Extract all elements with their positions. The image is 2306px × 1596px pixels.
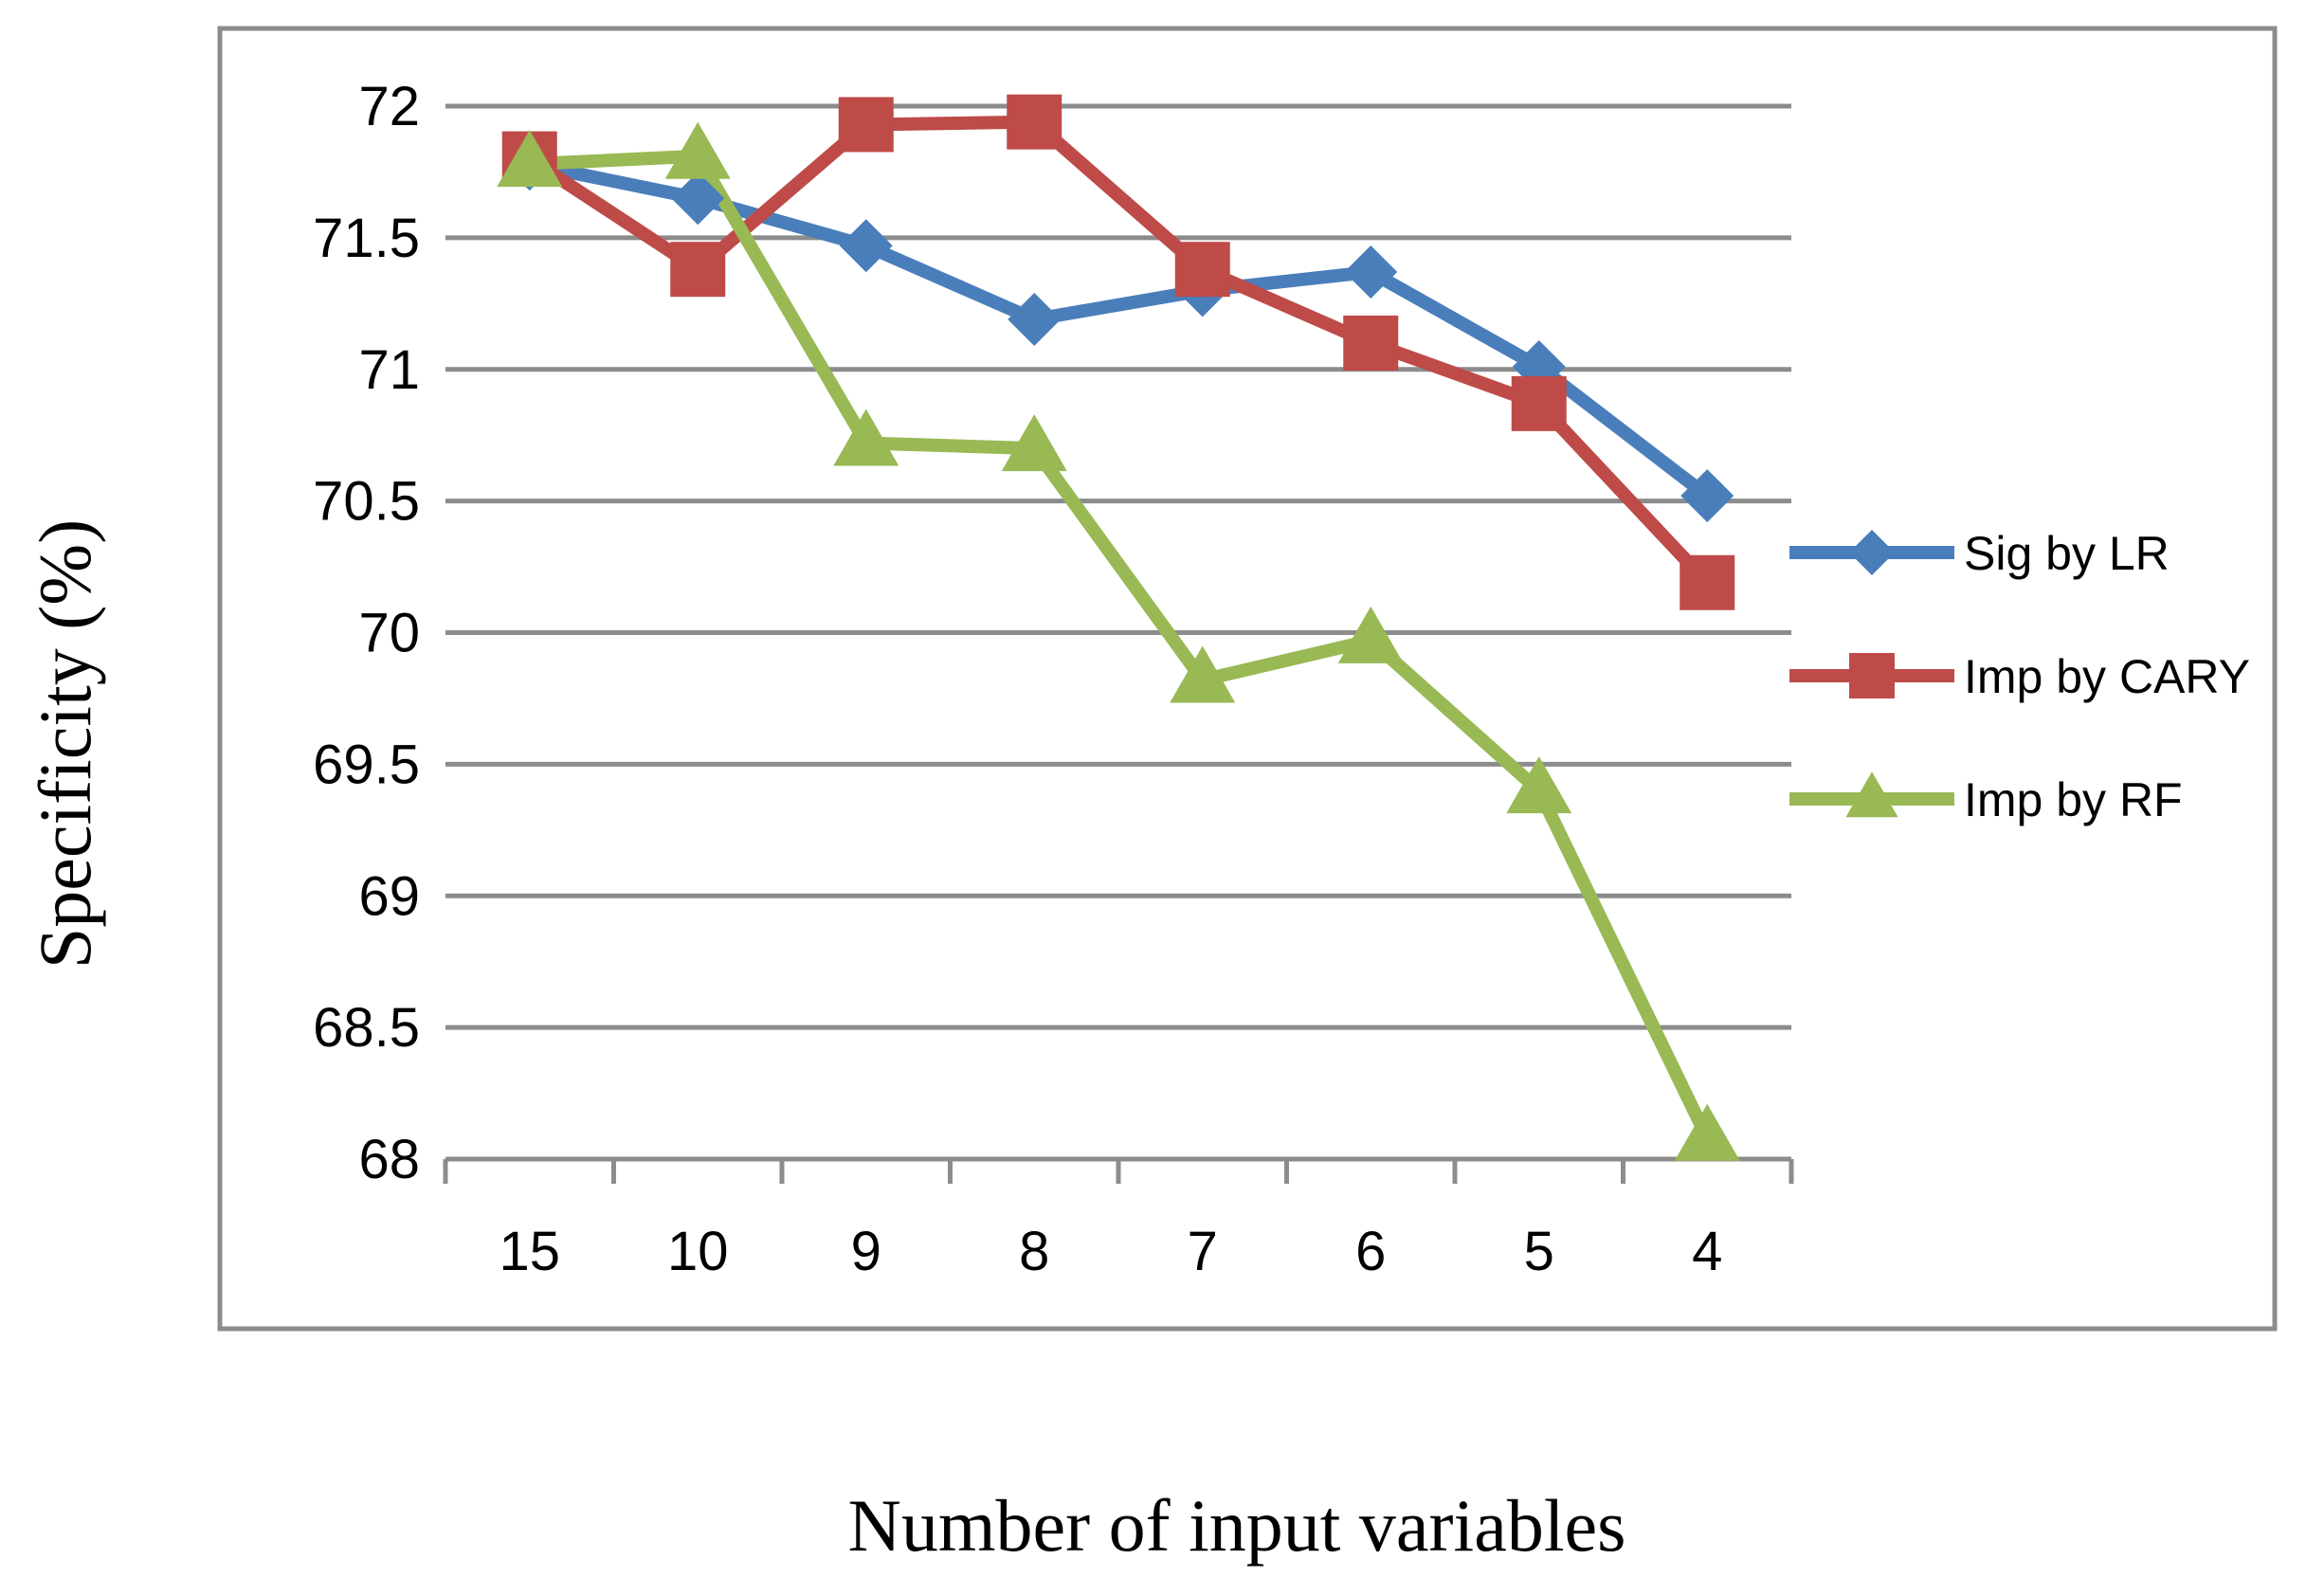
y-tick-label: 69.5 xyxy=(313,734,420,795)
data-point xyxy=(670,242,726,298)
data-point xyxy=(1511,375,1567,431)
data-point xyxy=(1506,756,1572,814)
data-point xyxy=(671,172,725,226)
data-point xyxy=(1170,645,1236,703)
data-point xyxy=(1001,414,1067,472)
x-tick-label: 9 xyxy=(851,1221,881,1282)
y-tick-label: 68.5 xyxy=(313,997,420,1059)
data-point xyxy=(1337,606,1404,663)
x-tick-label: 15 xyxy=(499,1221,560,1282)
x-tick-label: 4 xyxy=(1692,1221,1722,1282)
data-point xyxy=(1849,530,1895,575)
data-point xyxy=(838,97,894,153)
x-axis-title: Number of input variables xyxy=(848,1484,1626,1567)
legend-label: Sig by LR xyxy=(1964,527,2170,580)
legend-label: Imp by CARY xyxy=(1964,650,2250,703)
series-markers xyxy=(497,94,1740,1161)
data-point xyxy=(1674,1103,1740,1161)
x-tick-label: 8 xyxy=(1019,1221,1049,1282)
y-tick-label: 69 xyxy=(358,865,420,927)
y-tick-label: 71.5 xyxy=(313,208,420,269)
data-point xyxy=(833,408,899,466)
y-tick-label: 70 xyxy=(358,603,420,664)
x-tick-label: 10 xyxy=(667,1221,729,1282)
data-point xyxy=(1680,469,1734,523)
data-point xyxy=(1680,554,1735,610)
axes xyxy=(443,1156,1794,1184)
data-point xyxy=(664,121,731,179)
x-tick-label: 6 xyxy=(1355,1221,1386,1282)
data-point xyxy=(1008,292,1062,346)
y-axis-title: Specificity (%) xyxy=(24,519,106,969)
x-tick-label: 5 xyxy=(1524,1221,1554,1282)
x-tick-labels: 15 10 9 8 7 6 5 4 xyxy=(499,1221,1722,1282)
data-point xyxy=(1344,245,1398,299)
legend: Sig by LR Imp by CARY Imp by RF xyxy=(1789,527,2250,826)
y-tick-label: 68 xyxy=(358,1129,420,1190)
data-point xyxy=(497,130,563,188)
data-point xyxy=(1174,242,1230,298)
y-tick-labels: 68 68.5 69 69.5 70 70.5 71 71.5 72 xyxy=(313,76,420,1190)
legend-label: Imp by RF xyxy=(1964,773,2183,826)
data-point xyxy=(1845,771,1898,818)
series-line xyxy=(525,115,1713,588)
y-tick-label: 71 xyxy=(358,339,420,401)
data-point xyxy=(1849,653,1895,698)
series-line xyxy=(529,149,1714,1141)
series-lines xyxy=(525,115,1714,1141)
y-tick-label: 70.5 xyxy=(313,471,420,533)
y-tick-label: 72 xyxy=(358,76,420,137)
data-point xyxy=(839,219,893,273)
x-tick-label: 7 xyxy=(1188,1221,1218,1282)
data-point xyxy=(1343,315,1399,371)
data-point xyxy=(1007,94,1062,150)
